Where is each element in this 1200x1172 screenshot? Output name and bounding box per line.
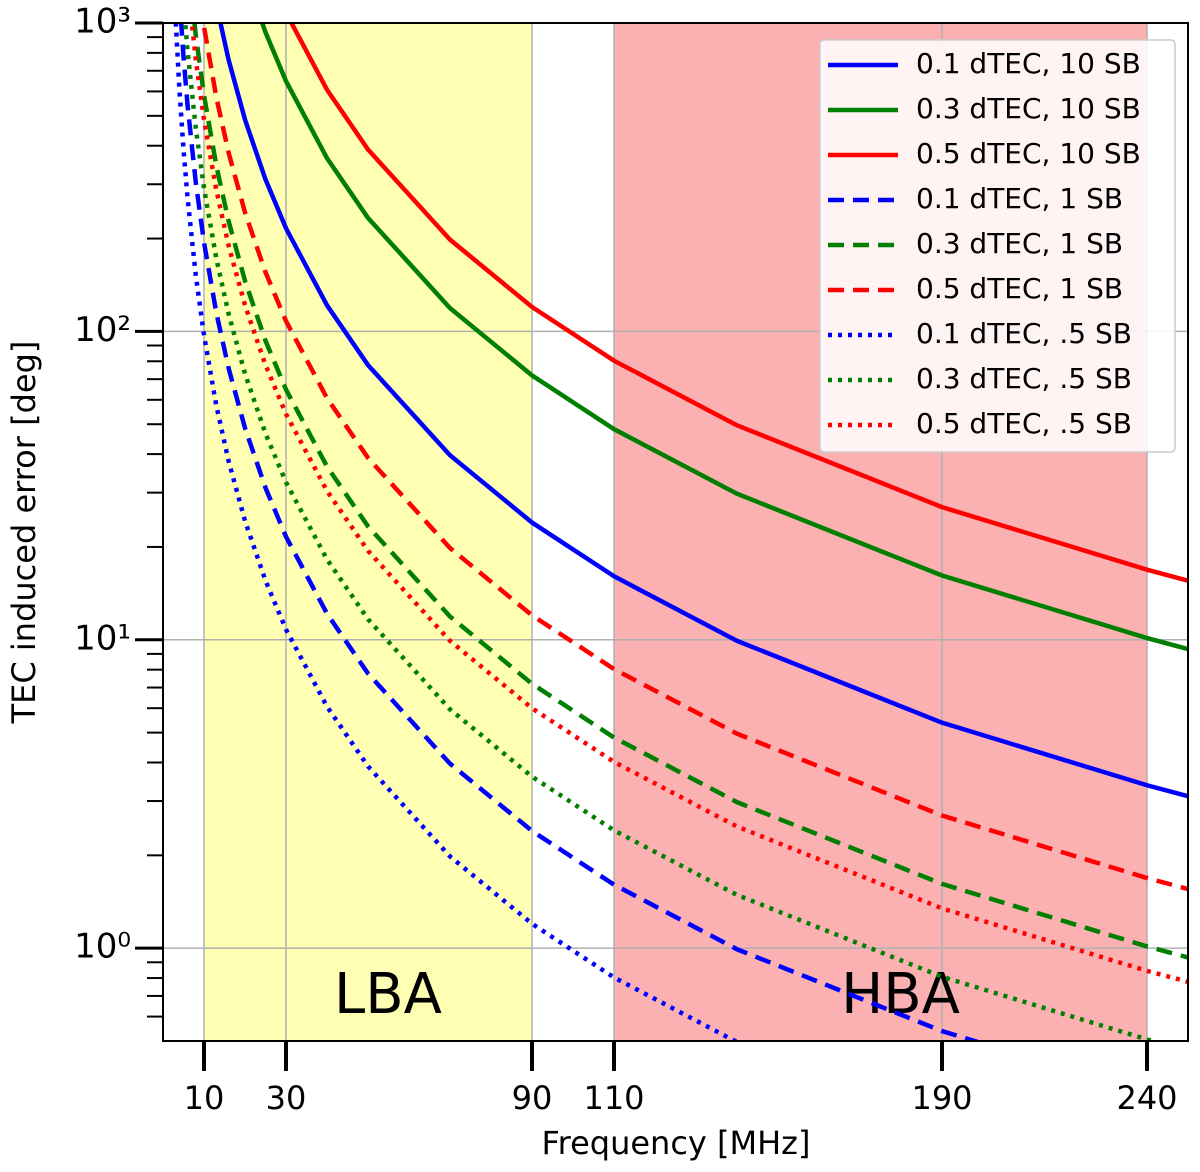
x-tick-label: 240 — [1116, 1079, 1177, 1117]
legend-label: 0.3 dTEC, .5 SB — [916, 362, 1132, 395]
y-tick-label: 10³ — [74, 2, 131, 42]
legend-label: 0.1 dTEC, 10 SB — [916, 47, 1141, 80]
legend-label: 0.5 dTEC, 1 SB — [916, 272, 1123, 305]
legend-label: 0.5 dTEC, 10 SB — [916, 137, 1141, 170]
line-series — [259, 23, 1188, 652]
plot-frame — [162, 22, 1189, 1042]
line-series — [192, 23, 1188, 960]
legend-box — [819, 39, 1176, 453]
x-tick-label: 90 — [512, 1079, 553, 1117]
y-axis-label: TEC induced error [deg] — [5, 341, 43, 725]
x-tick-label: 30 — [266, 1079, 307, 1117]
line-series — [173, 23, 741, 1041]
x-axis-label: Frequency [MHz] — [542, 1124, 811, 1162]
x-tick-label: 10 — [184, 1079, 225, 1117]
y-tick-label: 10¹ — [74, 618, 131, 658]
line-series — [189, 23, 1188, 984]
band-label: HBA — [841, 962, 960, 1027]
y-tick-label: 10⁰ — [74, 927, 131, 967]
line-series — [178, 23, 983, 1041]
line-series — [288, 23, 1188, 583]
band — [204, 23, 532, 1041]
line-series — [182, 23, 1162, 1041]
line-series — [218, 23, 1188, 799]
legend-label: 0.1 dTEC, .5 SB — [916, 317, 1132, 350]
legend-label: 0.5 dTEC, .5 SB — [916, 407, 1132, 440]
plot-area — [173, 23, 1188, 1041]
y-tick-label: 10² — [74, 310, 131, 350]
line-series — [201, 23, 1188, 892]
legend-label: 0.3 dTEC, 10 SB — [916, 92, 1141, 125]
x-tick-label: 190 — [911, 1079, 972, 1117]
legend-label: 0.1 dTEC, 1 SB — [916, 182, 1123, 215]
legend-label: 0.3 dTEC, 1 SB — [916, 227, 1123, 260]
x-tick-label: 110 — [583, 1079, 644, 1117]
band-label: LBA — [334, 962, 442, 1027]
